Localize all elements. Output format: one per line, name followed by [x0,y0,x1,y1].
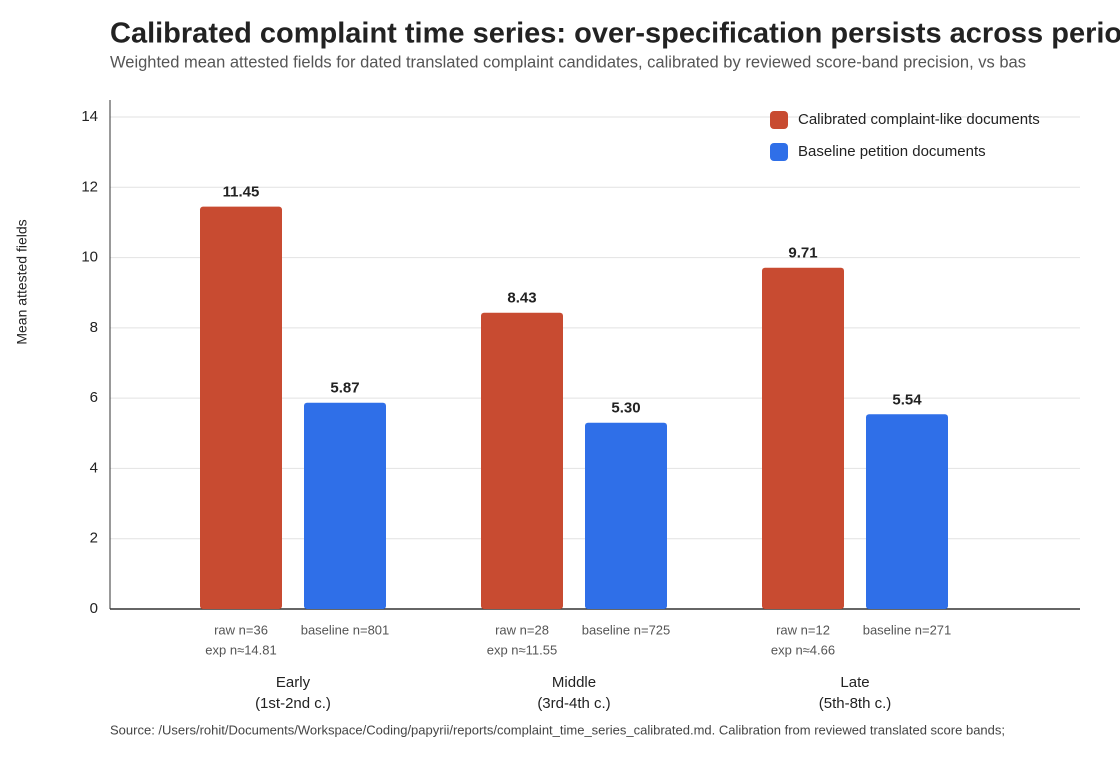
bar-sublabel: raw n=12 [776,622,830,637]
legend-swatch [770,143,788,161]
bar-sublabel: raw n=36 [214,622,268,637]
y-tick-label: 12 [81,178,98,195]
x-tick-label: Late [840,674,869,691]
bar [304,402,386,609]
bar [762,267,844,609]
legend-label: Calibrated complaint-like documents [798,111,1040,128]
legend-label: Baseline petition documents [798,143,986,160]
value-label: 8.43 [507,290,536,307]
y-tick-label: 14 [81,108,98,125]
x-tick-label: Early [276,674,311,691]
source-note: Source: /Users/rohit/Documents/Workspace… [110,722,1005,737]
legend-swatch [770,111,788,129]
chart-title: Calibrated complaint time series: over-s… [110,18,1120,50]
bar-sublabel: exp n≈4.66 [771,642,835,657]
y-axis-label: Mean attested fields [14,219,30,344]
bar [585,422,667,609]
x-tick-sublabel: (5th-8th c.) [819,695,892,712]
y-tick-label: 6 [90,389,98,406]
bar-sublabel: raw n=28 [495,622,549,637]
value-label: 5.54 [892,391,922,408]
y-tick-label: 4 [90,459,98,476]
y-tick-label: 8 [90,319,98,336]
value-label: 9.71 [788,245,817,262]
value-label: 11.45 [223,184,260,201]
chart-subtitle: Weighted mean attested fields for dated … [110,53,1026,71]
x-tick-sublabel: (3rd-4th c.) [537,695,610,712]
y-tick-label: 0 [90,600,98,617]
bar-sublabel: baseline n=725 [582,622,671,637]
value-label: 5.87 [330,380,359,397]
value-label: 5.30 [611,400,640,417]
x-tick-label: Middle [552,674,596,691]
bar-sublabel: baseline n=801 [301,622,390,637]
bar [481,312,563,609]
y-tick-label: 10 [81,249,98,266]
y-tick-label: 2 [90,530,98,547]
x-tick-sublabel: (1st-2nd c.) [255,695,331,712]
bar-sublabel: exp n≈11.55 [487,642,558,657]
bar-sublabel: exp n≈14.81 [205,642,276,657]
bar [866,414,948,609]
bar [200,206,282,609]
bar-sublabel: baseline n=271 [863,622,952,637]
